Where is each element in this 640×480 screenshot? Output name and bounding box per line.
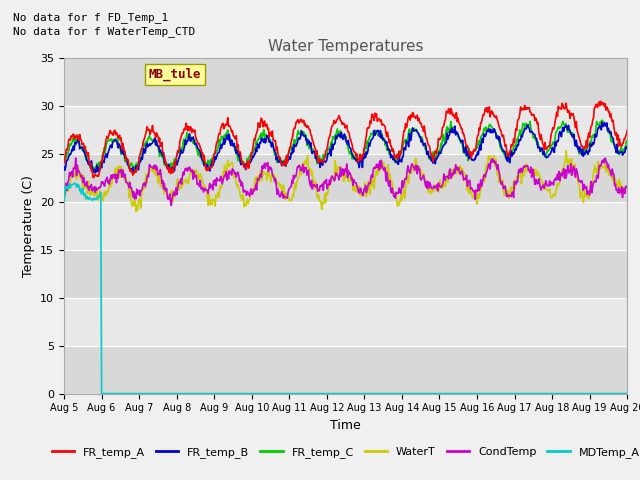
Bar <box>64 250 627 298</box>
X-axis label: Time: Time <box>330 419 361 432</box>
Bar <box>64 58 627 106</box>
Bar <box>64 346 627 394</box>
Legend: FR_temp_A, FR_temp_B, FR_temp_C, WaterT, CondTemp, MDTemp_A: FR_temp_A, FR_temp_B, FR_temp_C, WaterT,… <box>47 442 640 462</box>
Text: No data for f WaterTemp_CTD: No data for f WaterTemp_CTD <box>13 26 195 37</box>
Bar <box>64 154 627 202</box>
Text: MB_tule: MB_tule <box>148 68 201 81</box>
Title: Water Temperatures: Water Temperatures <box>268 39 423 54</box>
Y-axis label: Temperature (C): Temperature (C) <box>22 175 35 276</box>
Text: No data for f FD_Temp_1: No data for f FD_Temp_1 <box>13 12 168 23</box>
